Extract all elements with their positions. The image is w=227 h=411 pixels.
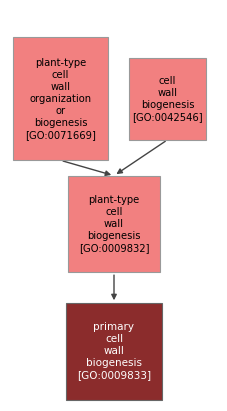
Text: cell
wall
biogenesis
[GO:0042546]: cell wall biogenesis [GO:0042546]: [132, 76, 202, 122]
Text: primary
cell
wall
biogenesis
[GO:0009833]: primary cell wall biogenesis [GO:0009833…: [76, 322, 151, 381]
FancyBboxPatch shape: [66, 303, 161, 399]
Text: plant-type
cell
wall
organization
or
biogenesis
[GO:0071669]: plant-type cell wall organization or bio…: [25, 58, 95, 140]
FancyBboxPatch shape: [128, 58, 205, 140]
FancyBboxPatch shape: [68, 176, 159, 272]
Text: plant-type
cell
wall
biogenesis
[GO:0009832]: plant-type cell wall biogenesis [GO:0009…: [78, 195, 149, 253]
FancyBboxPatch shape: [12, 37, 108, 160]
